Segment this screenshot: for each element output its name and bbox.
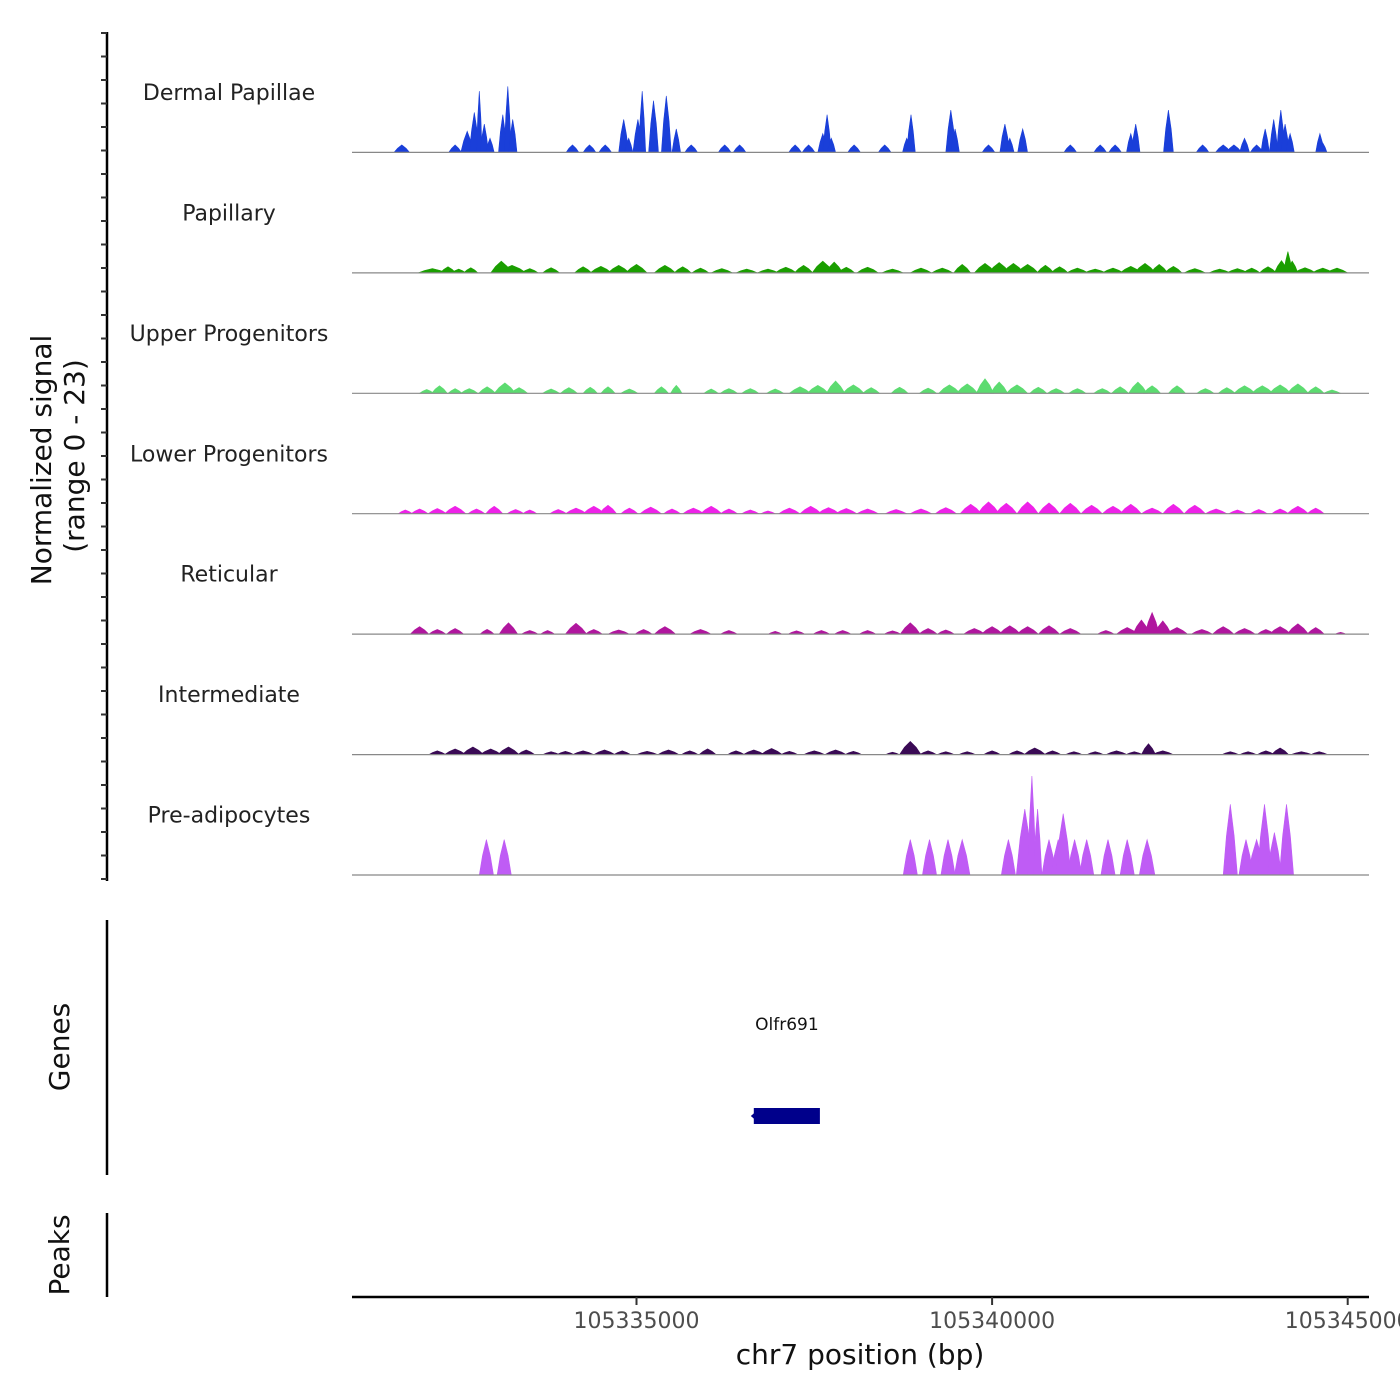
track-label: Papillary xyxy=(182,201,276,226)
signal-tracks: Dermal Papillae Papillary Upper Progenitor… xyxy=(130,81,1369,876)
peaks-panel-label: Peaks xyxy=(43,1214,76,1295)
genes-panel-label: Genes xyxy=(43,1003,76,1091)
x-tick-label: 105335000 xyxy=(574,1309,700,1334)
track-papillary: Papillary xyxy=(182,201,1369,274)
gene-label: Olfr691 xyxy=(755,1015,819,1035)
y-tick-marks xyxy=(101,32,107,880)
track-label: Lower Progenitors xyxy=(130,442,328,467)
track-lower-progenitors: Lower Progenitors xyxy=(130,442,1369,515)
track-pre-adipocytes: Pre-adipocytes xyxy=(148,775,1369,876)
gene-strand-arrow xyxy=(750,1110,758,1122)
track-label: Upper Progenitors xyxy=(130,322,329,347)
x-tick-label: 105345000 xyxy=(1285,1309,1400,1334)
track-label: Dermal Papillae xyxy=(143,81,315,106)
track-reticular: Reticular xyxy=(180,563,1369,635)
gene-body xyxy=(753,1108,820,1124)
track-dermal-papillae: Dermal Papillae xyxy=(143,81,1369,153)
track-label: Reticular xyxy=(180,563,278,588)
genes-track: Olfr691 xyxy=(750,1015,820,1124)
track-intermediate: Intermediate xyxy=(158,683,1369,756)
y-axis-title-line-1: Normalized signal xyxy=(25,335,58,586)
x-axis-ticks: 105335000 105340000 105345000 xyxy=(574,1297,1400,1334)
track-upper-progenitors: Upper Progenitors xyxy=(130,322,1369,394)
y-axis-title-line-2: (range 0 - 23) xyxy=(58,359,91,553)
track-label: Pre-adipocytes xyxy=(148,804,311,829)
x-tick-label: 105340000 xyxy=(929,1309,1055,1334)
track-label: Intermediate xyxy=(158,683,300,708)
x-axis-title: chr7 position (bp) xyxy=(736,1338,985,1371)
